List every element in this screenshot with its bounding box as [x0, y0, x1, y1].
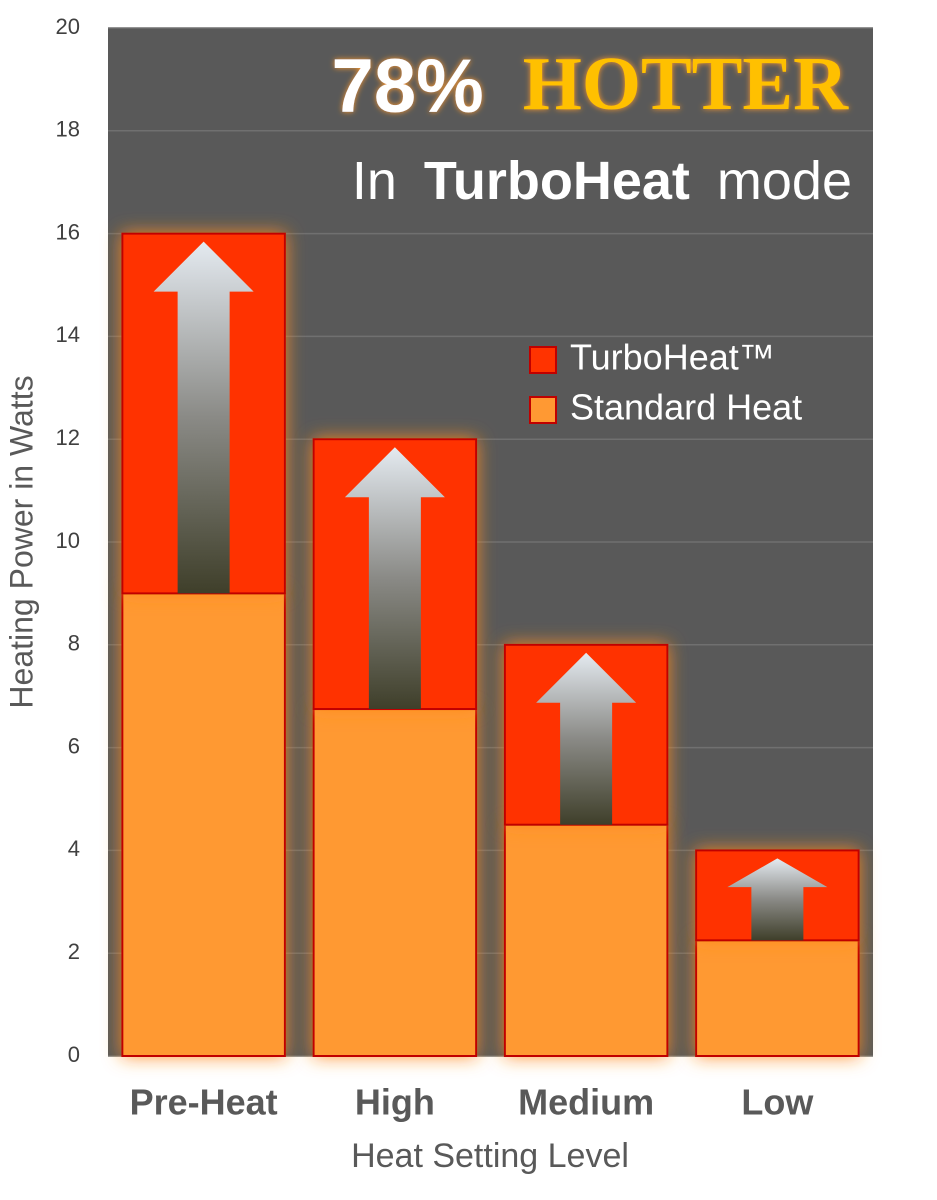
y-tick-label: 2	[68, 939, 80, 964]
subtitle-part: mode	[717, 151, 852, 211]
subtitle-part: TurboHeat	[424, 151, 690, 211]
y-tick-label: 6	[68, 733, 80, 758]
arrow	[153, 241, 254, 594]
bar-segment	[312, 708, 478, 1057]
legend-swatch	[529, 346, 557, 374]
x-tick-label: Pre-Heat	[130, 1082, 278, 1123]
arrow	[536, 652, 637, 825]
chart-subtitle: In TurboHeat mode	[352, 151, 852, 211]
y-tick-label: 18	[56, 117, 80, 142]
x-tick-label: Medium	[518, 1082, 654, 1123]
x-tick-label: Low	[741, 1082, 814, 1123]
arrow	[344, 447, 445, 710]
title-part: 78%	[332, 44, 484, 129]
y-tick-label: 14	[56, 322, 80, 347]
bar-segment	[695, 939, 860, 1057]
y-tick-label: 8	[68, 631, 80, 656]
title-part: HOTTER	[523, 42, 849, 126]
y-tick-label: 20	[56, 14, 80, 39]
x-tick-label: High	[355, 1082, 435, 1123]
y-tick-label: 0	[68, 1042, 80, 1067]
y-tick-label: 4	[68, 836, 80, 861]
y-tick-label: 10	[56, 528, 80, 553]
bar-segment	[121, 592, 286, 1058]
y-axis-label: Heating Power in Watts	[3, 375, 39, 708]
arrow	[727, 858, 828, 941]
legend-label: Standard Heat	[570, 387, 802, 428]
bar-segment	[503, 823, 669, 1058]
y-tick-label: 12	[56, 425, 80, 450]
legend-label: TurboHeat™	[570, 337, 775, 378]
subtitle-part: In	[352, 151, 397, 211]
y-tick-label: 16	[56, 219, 80, 244]
chart-title: 78% HOTTER	[332, 42, 850, 129]
legend-swatch	[529, 396, 557, 424]
x-axis-label: Heat Setting Level	[351, 1137, 629, 1175]
